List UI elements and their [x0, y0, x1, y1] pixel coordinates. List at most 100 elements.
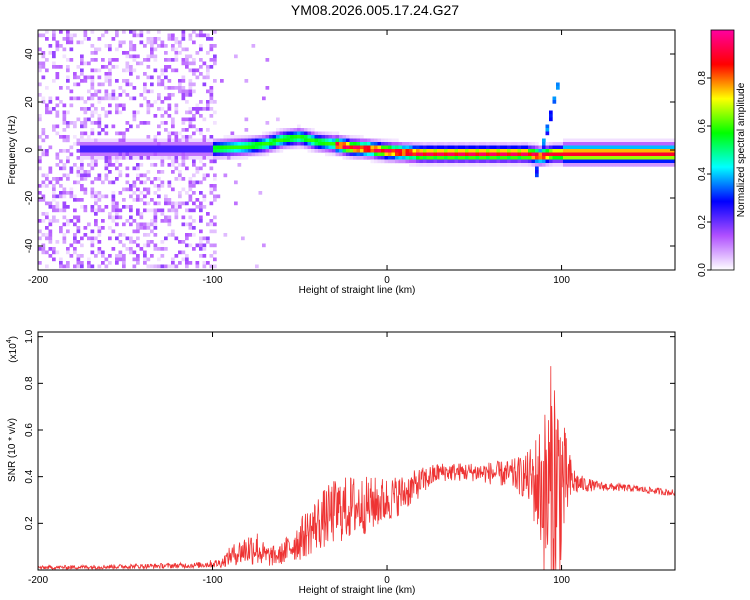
spectrogram-cell — [181, 156, 186, 160]
spectrogram-cell — [66, 191, 70, 195]
spectrogram-cell — [90, 142, 95, 146]
spectrogram-cell — [136, 208, 140, 213]
spectrogram-cell — [241, 149, 245, 153]
spectrogram-cell — [118, 233, 123, 237]
spectrogram-cell — [38, 236, 42, 241]
spectrogram-cell — [178, 44, 182, 48]
spectrogram-cell — [188, 261, 193, 265]
spectrogram-cell — [164, 44, 168, 48]
spectrogram-cell — [143, 89, 147, 94]
spectrogram-cell — [185, 254, 189, 258]
spectrogram-cell — [185, 93, 189, 97]
spectrogram-cell — [426, 156, 431, 160]
spectrogram-cell — [276, 142, 280, 146]
spectrogram-cell — [174, 208, 179, 213]
spectrogram-cell — [153, 212, 158, 216]
spectrogram-cell — [332, 135, 336, 139]
spectrogram-cell — [160, 163, 165, 167]
spectrogram-cell — [132, 54, 137, 59]
spectrogram-cell — [174, 54, 179, 59]
spectrogram-cell — [48, 240, 53, 244]
spectrogram-cell — [143, 243, 147, 248]
spectrogram-cell — [206, 37, 210, 41]
spectrogram-cell — [629, 145, 634, 150]
spectrogram-cell — [619, 163, 623, 167]
spectrogram-cell — [188, 222, 193, 227]
spectrogram-cell — [94, 110, 98, 115]
spectrogram-cell — [199, 100, 203, 104]
spectrogram-cell — [325, 152, 329, 157]
spectrogram-cell — [129, 156, 133, 160]
spectrogram-cell — [52, 51, 56, 55]
spectrogram-cell — [153, 58, 158, 62]
spectrogram-cell — [125, 173, 130, 178]
spectrogram-cell — [244, 152, 249, 157]
spectrogram-cell — [45, 177, 49, 181]
spectrogram-cell — [626, 138, 630, 143]
spectrogram-cell — [255, 145, 259, 150]
spectrogram-cell — [202, 254, 207, 258]
spectrogram-cell — [118, 110, 123, 115]
spectrogram-cell — [496, 145, 501, 150]
y-tick-label: -20 — [24, 190, 35, 205]
spectrogram-cell — [90, 138, 95, 143]
spectrogram-cell — [97, 233, 102, 237]
spectrogram-cell — [80, 135, 84, 139]
spectrogram-cell — [199, 180, 203, 185]
spectrogram-cell — [657, 138, 662, 143]
spectrogram-cell — [430, 159, 434, 164]
spectrogram-cell — [213, 121, 217, 125]
colorbar-strip — [710, 29, 735, 271]
spectrogram-cell — [552, 159, 557, 164]
spectrogram-cell — [395, 138, 399, 143]
spectrogram-cell — [185, 149, 189, 153]
spectrogram-cell — [118, 142, 123, 146]
spectrogram-cell — [174, 201, 179, 206]
spectrogram-cell — [73, 222, 77, 227]
spectrogram-cell — [129, 72, 133, 76]
spectrogram-cell — [423, 142, 427, 146]
spectrogram-cell — [167, 58, 172, 62]
spectrogram-cell — [55, 163, 60, 167]
spectrogram-cell — [38, 159, 42, 164]
spectrogram-cell — [349, 145, 354, 150]
spectrogram-cell — [76, 219, 81, 223]
spectrogram-cell — [552, 156, 557, 160]
spectrogram-cell — [556, 156, 560, 160]
spectrogram-cell — [447, 142, 452, 146]
spectrogram-cell — [150, 89, 154, 94]
spectrogram-cell — [584, 156, 588, 160]
spectrogram-cell — [66, 58, 70, 62]
spectrogram-cell — [188, 138, 193, 143]
spectrogram-cell — [69, 243, 74, 248]
snr-y-scale-exponent: 4 — [6, 339, 13, 343]
spectrogram-cell — [69, 187, 74, 192]
spectrogram-cell — [171, 257, 175, 262]
spectrogram-cell — [311, 138, 315, 143]
spectrogram-cell — [426, 159, 431, 164]
spectrogram-cell — [115, 205, 119, 209]
spectrogram-cell — [199, 254, 203, 258]
spectrogram-cell — [188, 194, 193, 199]
spectrogram-cell — [59, 208, 63, 213]
spectrogram-cell — [94, 222, 98, 227]
spectrogram-cell — [580, 145, 585, 150]
spectrogram-cell — [433, 149, 438, 153]
spectrogram-cell — [115, 257, 119, 262]
spectrogram-cell — [213, 264, 217, 269]
spectrogram-cell — [272, 135, 277, 139]
spectrogram-cell — [83, 145, 88, 150]
spectrogram-cell — [342, 149, 347, 153]
spectrogram-cell — [153, 145, 158, 150]
spectrogram-cell — [52, 107, 56, 111]
spectrogram-cell — [125, 166, 130, 171]
spectrogram-cell — [286, 128, 291, 132]
spectrogram-cell — [181, 201, 186, 206]
spectrogram-cell — [76, 254, 81, 258]
spectrogram-cell — [272, 138, 277, 143]
spectrogram-cell — [384, 149, 389, 153]
spectrogram-cell — [223, 173, 228, 178]
spectrogram-cell — [52, 219, 56, 223]
spectrogram-cell — [164, 86, 168, 90]
spectrogram-cell — [132, 250, 137, 255]
